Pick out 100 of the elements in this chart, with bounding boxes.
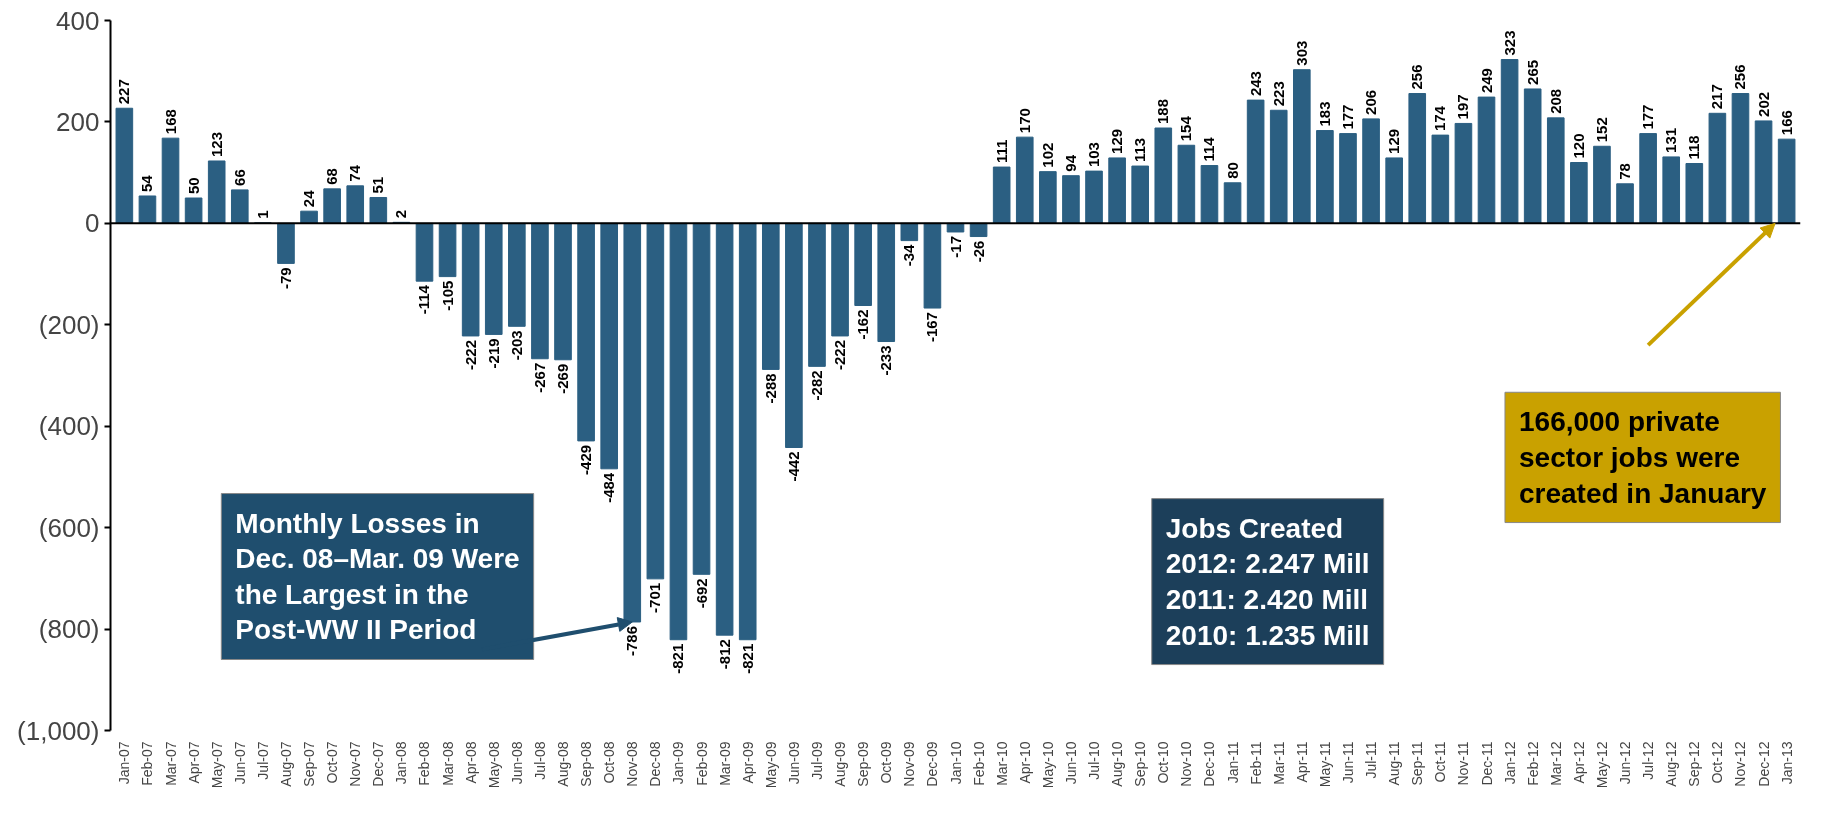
data-label: -269 [554,363,572,394]
x-tick-label: Jun-11 [1339,741,1356,784]
data-label: 206 [1362,89,1380,115]
data-label: 24 [300,189,318,208]
x-tick-label: Feb-07 [139,741,156,786]
annotation: Monthly Losses in Dec. 08–Mar. 09 Were the Largest in the Post-WW II Period [235,507,520,646]
x-tick-label: Oct-11 [1432,741,1449,783]
x-tick-label: Jan-12 [1501,741,1518,785]
data-label: 68 [323,168,341,185]
data-label: -17 [946,235,964,258]
x-tick-label: Sep-11 [1409,741,1426,786]
x-tick-label: Nov-11 [1455,741,1472,786]
y-tick-label: (1,000) [17,715,100,746]
data-label: 78 [1616,163,1634,180]
x-tick-label: Feb-08 [416,741,433,786]
data-label: -105 [438,280,456,311]
x-tick-label: Jul-08 [531,741,548,780]
x-tick-label: Sep-09 [855,741,872,787]
data-label: 111 [992,139,1010,164]
data-label: -79 [276,267,294,290]
data-label: -821 [669,643,687,674]
x-tick-label: Oct-08 [601,741,618,784]
data-label: 217 [1708,84,1726,110]
x-tick-label: Jul-10 [1086,741,1103,780]
data-label: 102 [1038,142,1056,168]
data-label: 51 [369,176,387,194]
data-label: 243 [1246,71,1264,97]
x-tick-label: Jul-07 [254,741,271,780]
data-label: 166 [1777,110,1795,136]
x-tick-label: Aug-07 [277,741,294,787]
x-tick-label: Jan-08 [393,741,410,785]
x-tick-label: Apr-09 [739,741,756,784]
data-label: 94 [1061,154,1079,172]
x-tick-label: Jan-10 [947,741,964,785]
data-label: 223 [1269,81,1287,107]
x-tick-label: May-11 [1316,741,1333,788]
annotation: Jobs Created 2012: 2.247 Mill 2011: 2.420 Mill 2010: 1.235 Mill [1165,512,1370,651]
data-label: 323 [1500,30,1518,56]
annotation: 166,000 private sector jobs were created in January [1518,406,1767,509]
data-label: -162 [854,309,872,340]
x-tick-label: Apr-10 [1016,741,1033,784]
data-label: 208 [1546,88,1564,114]
x-tick-label: Feb-11 [1247,741,1264,785]
data-label: 202 [1754,91,1772,117]
data-label: -821 [738,643,756,674]
x-tick-label: Jan-09 [670,741,687,785]
data-label: -812 [715,639,733,670]
data-label: -267 [530,362,548,393]
data-label: 154 [1177,115,1195,142]
data-label: 177 [1338,104,1356,130]
data-label: -203 [507,330,525,361]
data-label: 113 [1131,137,1149,163]
x-tick-label: Apr-07 [185,741,202,784]
x-tick-label: Aug-08 [555,741,572,787]
data-label: 177 [1639,104,1657,130]
x-tick-label: Sep-10 [1132,741,1149,787]
data-label: -282 [807,370,825,401]
x-tick-label: Oct-09 [878,741,895,784]
data-label: 103 [1085,142,1103,168]
x-tick-label: Mar-12 [1547,741,1564,786]
data-label: 174 [1431,105,1449,132]
x-tick-label: Jun-12 [1617,741,1634,785]
data-label: 74 [346,164,364,182]
x-tick-label: Nov-12 [1732,741,1749,787]
data-label: -288 [761,373,779,404]
x-tick-label: Mar-10 [993,741,1010,786]
x-tick-label: Nov-10 [1178,741,1195,787]
data-label: 118 [1685,135,1703,160]
x-tick-label: Dec-11 [1478,741,1495,786]
x-tick-label: Jul-11 [1363,741,1380,779]
data-label: 123 [207,131,225,157]
x-tick-label: Oct-07 [324,741,341,784]
data-label: -692 [692,578,710,609]
x-tick-label: May-08 [485,741,502,789]
x-tick-label: May-12 [1593,741,1610,789]
x-tick-label: Apr-11 [1293,741,1310,783]
x-tick-label: Mar-09 [716,741,733,786]
x-tick-label: Jan-07 [116,741,133,785]
data-label: 54 [138,174,156,192]
data-label: 66 [230,169,248,186]
data-label: 131 [1662,127,1680,153]
data-label: 170 [1015,108,1033,134]
x-tick-label: Jun-08 [508,741,525,785]
y-tick-label: (400) [38,411,100,442]
x-tick-label: Dec-08 [647,741,664,787]
data-label: -429 [577,444,595,475]
data-label: 197 [1454,94,1472,120]
data-label: 249 [1477,68,1495,94]
x-tick-label: Jan-11 [1224,741,1241,784]
x-tick-label: May-10 [1039,741,1056,789]
x-tick-label: Nov-08 [624,741,641,787]
data-label: 1 [253,210,271,219]
x-tick-label: May-09 [762,741,779,789]
x-tick-label: Dec-12 [1755,741,1772,787]
data-label: 183 [1315,101,1333,127]
data-label: 152 [1592,117,1610,143]
x-tick-label: Aug-11 [1386,741,1403,786]
data-label: -786 [623,625,641,656]
x-tick-label: Apr-12 [1570,741,1587,784]
data-label: -701 [646,582,664,613]
